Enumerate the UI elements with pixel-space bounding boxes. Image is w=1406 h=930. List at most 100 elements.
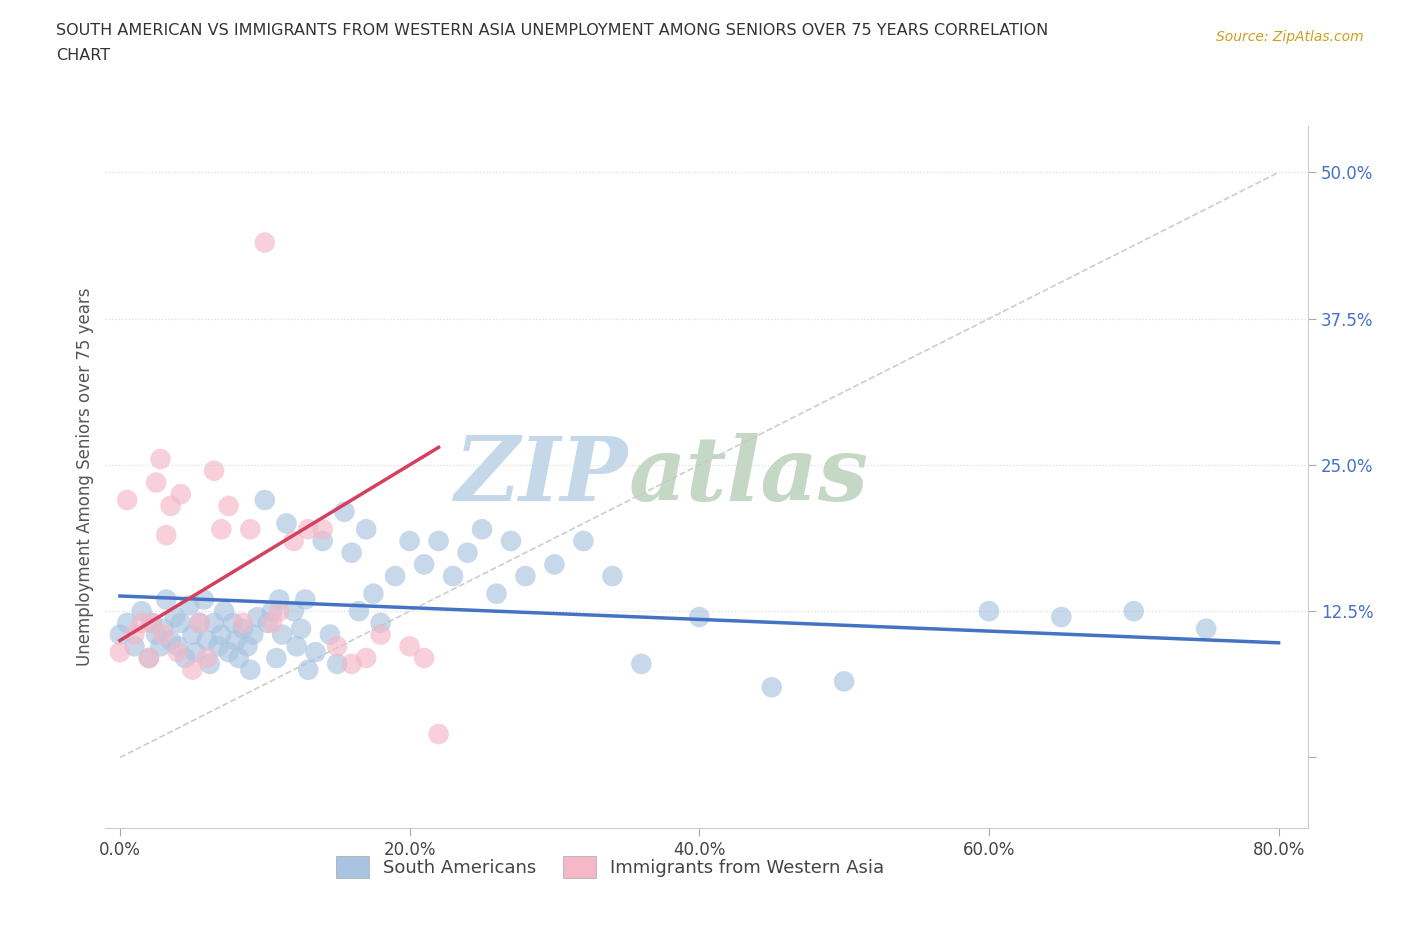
Point [218, 498, 240, 513]
Point [184, 644, 207, 659]
Point [145, 475, 167, 490]
Point [167, 639, 190, 654]
Point [138, 651, 160, 666]
Legend: South Americans, Immigrants from Western Asia: South Americans, Immigrants from Western… [329, 849, 891, 885]
Point [312, 522, 335, 537]
Point [347, 604, 370, 618]
Point [283, 604, 305, 618]
Point [363, 586, 385, 601]
Point [181, 627, 204, 642]
Point [398, 534, 420, 549]
Point [333, 504, 356, 519]
Point [152, 621, 174, 636]
Point [253, 493, 276, 508]
Point [457, 545, 479, 560]
Point [202, 463, 225, 478]
Point [155, 592, 177, 607]
Point [471, 522, 494, 537]
Point [138, 651, 160, 666]
Point [232, 621, 254, 636]
Point [253, 235, 276, 250]
Point [188, 616, 211, 631]
Text: ZIP: ZIP [456, 433, 628, 520]
Point [398, 639, 420, 654]
Point [218, 644, 240, 659]
Point [485, 586, 508, 601]
Point [354, 651, 377, 666]
Point [188, 616, 211, 631]
Point [236, 639, 259, 654]
Point [170, 616, 193, 631]
Point [326, 657, 349, 671]
Point [370, 616, 392, 631]
Point [602, 568, 624, 583]
Point [427, 534, 450, 549]
Point [304, 644, 326, 659]
Point [149, 639, 172, 654]
Point [207, 639, 229, 654]
Point [115, 493, 138, 508]
Point [1195, 621, 1218, 636]
Point [283, 534, 305, 549]
Point [131, 616, 153, 631]
Point [297, 662, 319, 677]
Point [271, 627, 294, 642]
Point [1050, 610, 1073, 625]
Point [145, 627, 167, 642]
Point [269, 592, 291, 607]
Point [131, 604, 153, 618]
Point [108, 644, 131, 659]
Point [572, 534, 595, 549]
Point [242, 627, 264, 642]
Point [232, 616, 254, 631]
Point [319, 627, 342, 642]
Point [266, 651, 288, 666]
Point [630, 657, 652, 671]
Point [294, 592, 316, 607]
Point [159, 633, 181, 648]
Point [152, 627, 174, 642]
Point [515, 568, 537, 583]
Point [427, 726, 450, 741]
Point [181, 662, 204, 677]
Point [290, 621, 312, 636]
Point [761, 680, 783, 695]
Point [276, 516, 298, 531]
Point [239, 522, 262, 537]
Point [260, 616, 283, 631]
Point [225, 633, 247, 648]
Point [155, 527, 177, 542]
Point [413, 557, 436, 572]
Point [170, 486, 193, 501]
Point [297, 522, 319, 537]
Point [159, 498, 181, 513]
Point [163, 610, 186, 625]
Point [413, 651, 436, 666]
Point [209, 627, 232, 642]
Point [326, 639, 349, 654]
Point [202, 616, 225, 631]
Point [246, 610, 269, 625]
Point [141, 616, 163, 631]
Point [115, 616, 138, 631]
Point [124, 627, 146, 642]
Point [124, 639, 146, 654]
Point [977, 604, 1000, 618]
Point [688, 610, 710, 625]
Point [354, 522, 377, 537]
Point [167, 644, 190, 659]
Point [340, 657, 363, 671]
Point [149, 452, 172, 467]
Point [832, 674, 855, 689]
Point [195, 633, 218, 648]
Point [370, 627, 392, 642]
Point [174, 651, 197, 666]
Point [1122, 604, 1144, 618]
Point [499, 534, 522, 549]
Text: atlas: atlas [628, 433, 869, 520]
Point [228, 651, 250, 666]
Point [312, 534, 335, 549]
Text: SOUTH AMERICAN VS IMMIGRANTS FROM WESTERN ASIA UNEMPLOYMENT AMONG SENIORS OVER 7: SOUTH AMERICAN VS IMMIGRANTS FROM WESTER… [56, 23, 1049, 38]
Point [222, 616, 245, 631]
Point [198, 657, 221, 671]
